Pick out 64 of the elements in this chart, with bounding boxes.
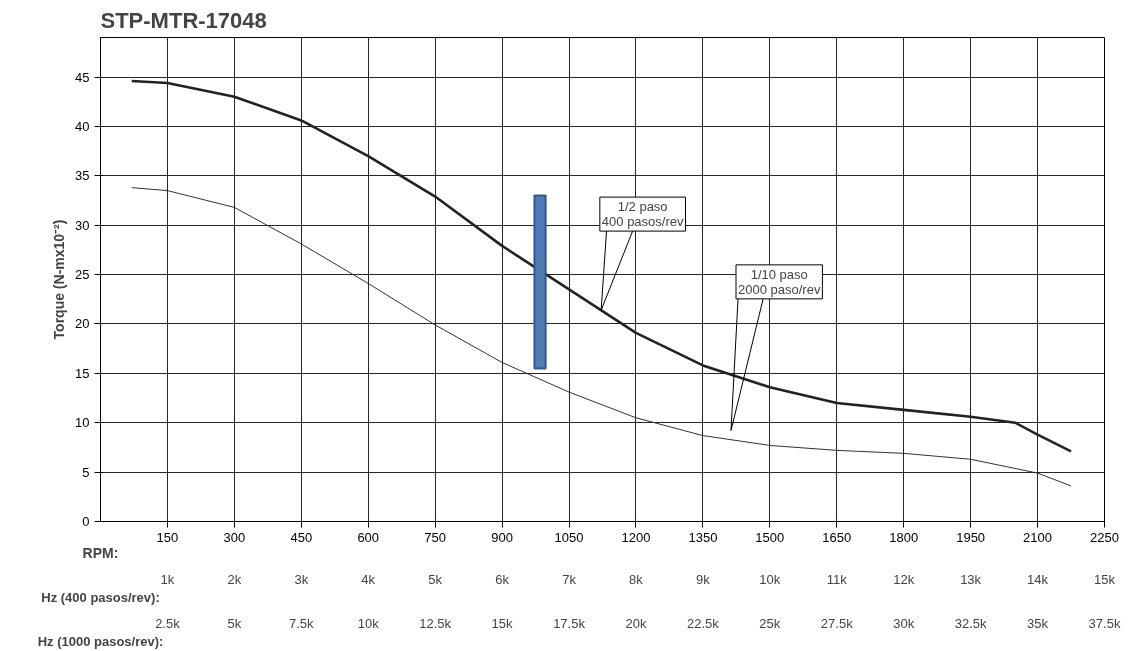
text: 12.5k — [419, 615, 452, 631]
text: 27.5k — [820, 615, 854, 631]
x-tick-label: 1500 — [755, 529, 785, 545]
x2-tick-label: 8k — [629, 571, 644, 587]
text: 20k — [625, 615, 647, 631]
y-axis-title: Torque (N-mx10⁻²) — [51, 219, 68, 340]
annotation: 1/10 paso 2000 paso/rev — [738, 266, 821, 297]
x-tick-label: 900 — [491, 529, 513, 545]
line-series — [131, 187, 1072, 487]
x-tick-label: 2250 — [1090, 529, 1119, 545]
y-tick-label: 30 — [75, 217, 90, 233]
x2-tick-label: 5k — [428, 571, 443, 587]
y-tick-label: 15 — [75, 365, 90, 381]
y-tick-label: 45 — [75, 69, 90, 85]
x-axis-title: RPM: — [82, 544, 119, 561]
annotation: 1/2 paso 400 pasos/rev — [601, 199, 684, 230]
y-tick-label: 40 — [75, 118, 90, 134]
x2-tick-label: 15k — [1094, 571, 1116, 587]
y-tick-label: 35 — [75, 168, 90, 184]
x2-tick-label: 3k — [294, 571, 309, 587]
x2-tick-label: 10k — [759, 571, 781, 587]
x-tick-label: 600 — [357, 529, 380, 545]
y-tick-label: 0 — [82, 514, 90, 529]
x2-tick-label: 1k — [160, 571, 175, 587]
y-tick-label: 5 — [82, 464, 90, 480]
x-tick-label: 1050 — [554, 529, 584, 545]
text: 30k — [893, 615, 915, 631]
x-tick-label: 300 — [223, 529, 246, 545]
text: 25k — [759, 615, 781, 631]
y-tick-label: 10 — [75, 415, 90, 431]
text: 7.5k — [289, 615, 315, 631]
line-series — [130, 79, 1073, 453]
text: 2.5k — [155, 615, 181, 631]
y-tick-label: 25 — [75, 267, 90, 283]
x-tick-label: 1950 — [956, 529, 986, 545]
text: 5k — [227, 615, 242, 631]
x2-tick-label: 9k — [696, 571, 711, 587]
x2-tick-label: 2k — [227, 571, 242, 587]
x-tick-label: 750 — [424, 529, 447, 545]
x-tick-label: 1350 — [688, 529, 718, 545]
x-tick-label: 150 — [156, 529, 179, 545]
x-tick-label: 1650 — [822, 529, 852, 545]
text: 17.5k — [553, 615, 586, 631]
x2-tick-label: 12k — [893, 571, 915, 587]
text: 10k — [357, 615, 380, 631]
x2-tick-label: 7k — [562, 571, 577, 587]
x2-tick-label: 13k — [960, 571, 982, 587]
x2-tick-label: 14k — [1027, 571, 1049, 587]
x2-tick-label: 11k — [826, 571, 848, 587]
text: 22.5k — [687, 615, 720, 631]
x2-tick-label: 4k — [361, 571, 376, 587]
x-tick-label: 1800 — [889, 529, 919, 545]
x-tick-label: 2100 — [1023, 529, 1053, 545]
text: 35k — [1027, 615, 1049, 631]
text: 32.5k — [954, 615, 988, 631]
text: 37.5k — [1088, 615, 1121, 631]
chart-title: STP-MTR-17048 — [100, 7, 267, 33]
x-tick-label: 450 — [290, 529, 313, 545]
x2-tick-label: 6k — [495, 571, 510, 587]
y-tick-label: 20 — [75, 316, 90, 332]
x2-axis-title: Hz (400 pasos/rev): — [41, 589, 160, 605]
text: 15k — [491, 615, 514, 631]
text: Hz (1000 pasos/rev): — [37, 633, 164, 649]
x-tick-label: 1200 — [621, 529, 651, 545]
